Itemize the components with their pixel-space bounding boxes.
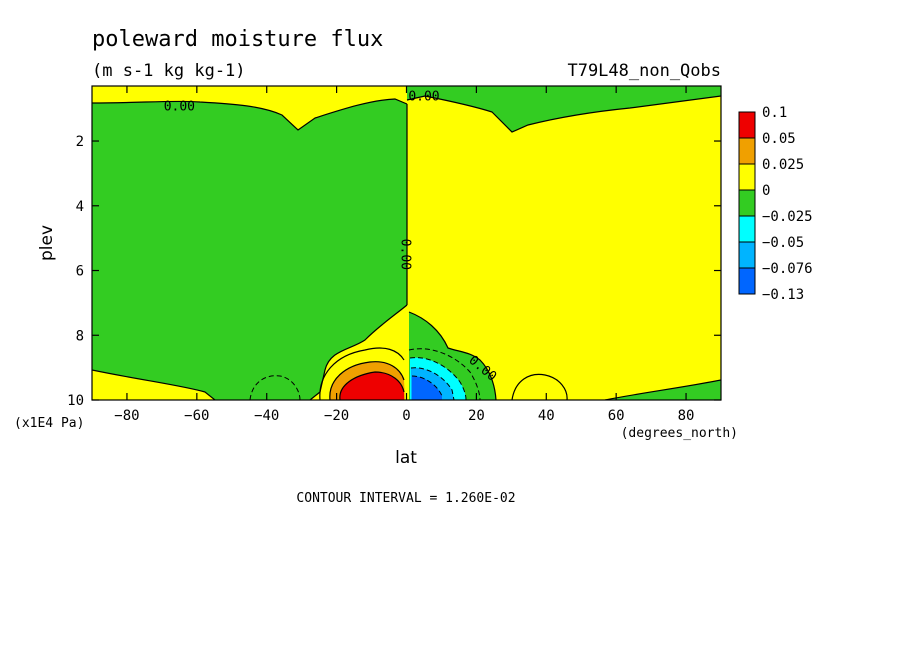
contour-label: 0.00	[164, 99, 195, 114]
y-tick-label: 10	[67, 393, 84, 409]
y-axis: 2 4 6 8 10	[67, 134, 721, 409]
legend-swatch	[738, 241, 756, 269]
x-tick-label: −20	[324, 408, 349, 424]
y-tick-label: 6	[76, 264, 84, 280]
y-tick-label: 4	[76, 199, 84, 215]
legend-swatch	[738, 137, 756, 165]
x-tick-label: 20	[468, 408, 485, 424]
legend-label: 0	[762, 183, 770, 199]
legend-swatch	[738, 163, 756, 191]
field-positive-core-red	[339, 372, 404, 400]
y-tick-label: 2	[76, 134, 84, 150]
legend-label: −0.13	[762, 287, 804, 303]
legend-label: −0.05	[762, 235, 804, 251]
contour-label: 0.00	[408, 90, 439, 105]
x-tick-label: −80	[114, 408, 139, 424]
legend-label: 0.025	[762, 157, 804, 173]
x-tick-label: 0	[402, 408, 410, 424]
legend-label: 0.05	[762, 131, 796, 147]
y-axis-label: plev	[37, 225, 57, 261]
contour-lines-dashed	[249, 348, 481, 400]
contour-label: 0.00	[398, 239, 413, 270]
field-negative-region-top	[407, 86, 721, 132]
chart-subtitle: (m s-1 kg kg-1)	[92, 61, 246, 81]
x-tick-label: 40	[538, 408, 555, 424]
y-axis-units: (x1E4 Pa)	[14, 416, 84, 431]
legend-swatch	[738, 215, 756, 243]
x-tick-label: 60	[608, 408, 625, 424]
x-tick-label: −40	[254, 408, 279, 424]
legend-label: −0.076	[762, 261, 813, 277]
experiment-label: T79L48_non_Qobs	[567, 61, 721, 81]
field-negative-core-blue	[412, 376, 442, 400]
contour-field	[92, 86, 721, 400]
field-negative-region-sh	[92, 86, 407, 400]
legend-swatch	[738, 267, 756, 295]
x-axis-units: (degrees_north)	[621, 426, 738, 441]
x-axis-label: lat	[395, 448, 417, 468]
chart-title: poleward moisture flux	[92, 27, 383, 52]
legend-label: 0.1	[762, 105, 787, 121]
legend-label: −0.025	[762, 209, 813, 225]
legend-swatch	[738, 111, 756, 139]
contour-lines	[92, 95, 721, 400]
legend-swatch	[738, 189, 756, 217]
x-tick-label: −60	[184, 408, 209, 424]
x-tick-label: 80	[678, 408, 695, 424]
contour-interval: CONTOUR INTERVAL = 1.260E-02	[296, 491, 515, 506]
x-axis: −80 −60 −40 −20 0 20 40 60 80	[114, 86, 694, 424]
y-tick-label: 8	[76, 328, 84, 344]
color-legend: 0.1 0.05 0.025 0 −0.025 −0.05 −0.076 −0.13	[738, 105, 813, 303]
